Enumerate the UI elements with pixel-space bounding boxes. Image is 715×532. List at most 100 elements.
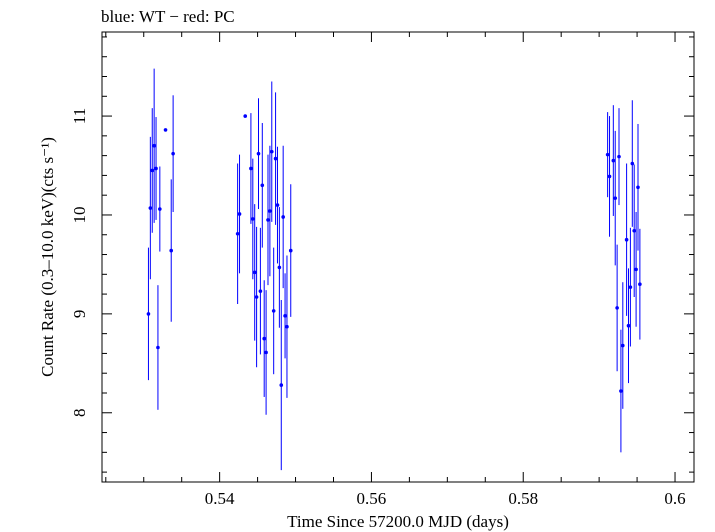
point-marker xyxy=(268,209,272,213)
data-point xyxy=(146,247,151,381)
data-point xyxy=(169,179,174,322)
point-marker xyxy=(279,383,284,387)
plot-frame xyxy=(101,31,695,483)
point-marker xyxy=(605,152,610,157)
data-point xyxy=(275,146,280,264)
data-point xyxy=(251,158,255,280)
data-point xyxy=(269,81,274,222)
data-point xyxy=(271,247,276,375)
point-marker xyxy=(271,309,276,313)
point-marker xyxy=(249,166,253,171)
point-marker xyxy=(632,228,636,233)
point-marker xyxy=(237,212,242,216)
data-point xyxy=(607,116,612,237)
data-point xyxy=(154,117,158,220)
x-tick-label: 0.56 xyxy=(357,489,387,508)
data-point xyxy=(235,163,240,304)
data-point xyxy=(636,123,640,251)
chart-title: blue: WT − red: PC xyxy=(101,7,235,26)
point-marker xyxy=(630,161,635,166)
data-point xyxy=(163,128,168,132)
data-point xyxy=(171,95,175,212)
point-marker xyxy=(617,154,621,159)
data-point xyxy=(285,255,289,398)
data-point xyxy=(630,100,635,227)
point-marker xyxy=(171,151,175,156)
data-point xyxy=(283,273,287,359)
data-point xyxy=(249,113,253,224)
y-axis-label: Count Rate (0.3–10.0 keV)(cts s⁻¹) xyxy=(38,137,57,377)
y-tick-label: 10 xyxy=(70,206,89,223)
point-marker xyxy=(158,207,162,211)
data-point xyxy=(256,98,261,210)
data-point xyxy=(613,130,618,266)
data-point xyxy=(611,105,616,216)
point-marker xyxy=(273,156,278,161)
point-marker xyxy=(163,128,168,132)
data-point xyxy=(624,163,629,316)
y-tick-label: 8 xyxy=(70,409,89,418)
data-point xyxy=(260,122,265,248)
data-point xyxy=(277,207,282,328)
point-marker xyxy=(256,151,261,156)
y-tick-label: 9 xyxy=(70,310,89,319)
point-marker xyxy=(615,306,619,310)
point-marker xyxy=(262,336,266,341)
point-marker xyxy=(252,270,257,275)
point-marker xyxy=(169,248,174,253)
point-marker xyxy=(288,248,293,253)
data-point xyxy=(615,244,619,372)
point-marker xyxy=(251,217,255,221)
data-point xyxy=(258,227,263,355)
x-tick-label: 0.6 xyxy=(664,489,685,508)
point-marker xyxy=(148,206,153,210)
x-tick-label: 0.58 xyxy=(508,489,538,508)
data-point xyxy=(158,166,162,252)
point-marker xyxy=(243,114,248,118)
data-point xyxy=(237,154,242,274)
point-marker xyxy=(152,143,156,148)
data-point xyxy=(605,112,610,198)
data-points xyxy=(146,68,642,471)
point-marker xyxy=(264,350,268,355)
point-marker xyxy=(150,168,155,173)
data-point xyxy=(252,204,257,341)
data-point xyxy=(288,184,293,317)
data-point xyxy=(264,290,268,415)
point-marker xyxy=(266,218,270,222)
data-point xyxy=(626,268,631,384)
point-marker xyxy=(638,282,642,286)
point-marker xyxy=(285,324,289,329)
data-point xyxy=(273,92,278,225)
data-point xyxy=(634,212,638,327)
point-marker xyxy=(146,312,151,316)
data-point xyxy=(152,68,156,223)
data-point xyxy=(638,228,642,340)
point-marker xyxy=(283,314,287,318)
point-marker xyxy=(156,345,160,350)
data-point xyxy=(150,108,155,233)
point-marker xyxy=(277,265,282,270)
point-marker xyxy=(628,285,633,289)
data-point xyxy=(619,329,623,453)
data-point xyxy=(268,145,272,277)
point-marker xyxy=(607,174,612,179)
point-marker xyxy=(624,237,629,242)
point-marker xyxy=(634,267,638,272)
point-marker xyxy=(269,149,274,154)
point-marker xyxy=(619,389,623,393)
point-marker xyxy=(254,295,259,299)
data-point xyxy=(279,300,284,471)
point-marker xyxy=(260,183,265,188)
point-marker xyxy=(611,158,616,163)
point-marker xyxy=(626,323,631,328)
data-point xyxy=(281,145,285,289)
point-marker xyxy=(613,196,618,200)
point-marker xyxy=(235,231,240,236)
point-marker xyxy=(621,343,625,348)
data-point xyxy=(243,114,248,118)
data-point xyxy=(617,108,621,206)
point-marker xyxy=(275,203,280,207)
data-point xyxy=(148,136,153,280)
